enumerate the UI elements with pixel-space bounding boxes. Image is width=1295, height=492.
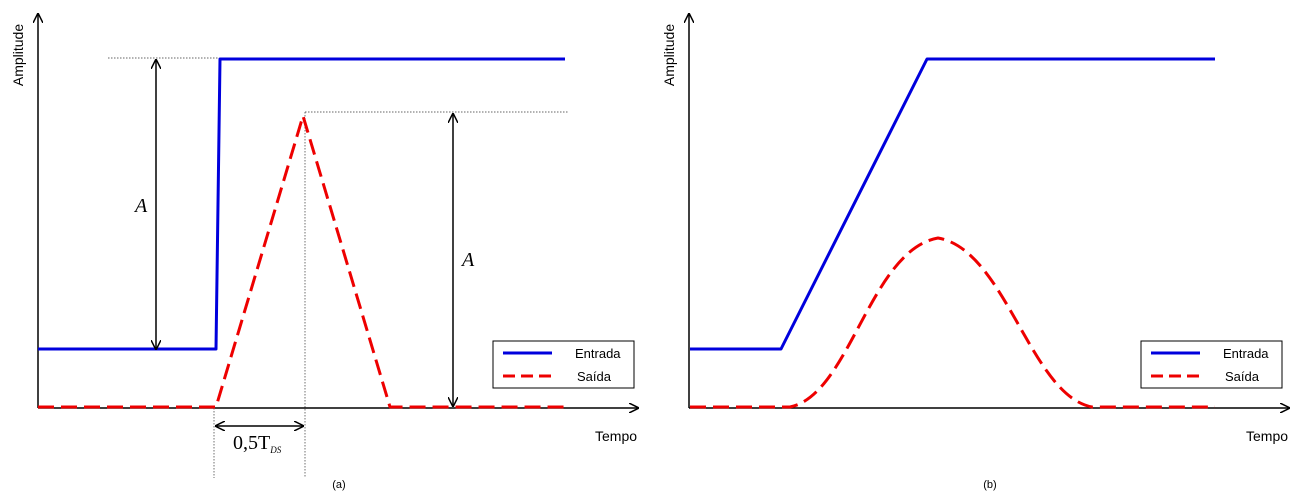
- panel-a-caption: (a): [332, 479, 345, 491]
- panel-b-caption: (b): [983, 479, 996, 491]
- panel-a-entrada-line: [38, 59, 565, 349]
- panel-a-legend-saida-label: Saída: [577, 369, 612, 384]
- panel-a-amplitude-label-left: A: [133, 195, 148, 217]
- panel-b-entrada-line: [690, 59, 1215, 349]
- panel-b-legend-entrada-label: Entrada: [1223, 346, 1269, 361]
- panel-b-x-axis-label: Tempo: [1246, 428, 1288, 444]
- panel-a-saida-line: [38, 116, 565, 407]
- panel-b-legend: Entrada Saída: [1141, 341, 1282, 388]
- panel-b: Amplitude Tempo Entrada Saída (b): [661, 14, 1289, 491]
- panel-a-y-axis-label: Amplitude: [10, 24, 26, 86]
- panel-a-legend-entrada-label: Entrada: [575, 346, 621, 361]
- panel-b-y-axis-label: Amplitude: [661, 24, 677, 86]
- panel-a-guide-lines: [108, 58, 568, 478]
- panel-a-legend: Entrada Saída: [493, 341, 634, 388]
- panel-a: Amplitude Tempo A A 0,5TDS Entrada: [10, 14, 638, 491]
- panel-a-amplitude-label-right: A: [460, 249, 475, 271]
- panel-b-saida-line: [690, 238, 1215, 407]
- panel-b-legend-saida-label: Saída: [1225, 369, 1260, 384]
- panel-a-x-axis-label: Tempo: [595, 428, 637, 444]
- panel-a-duration-label: 0,5TDS: [233, 432, 282, 455]
